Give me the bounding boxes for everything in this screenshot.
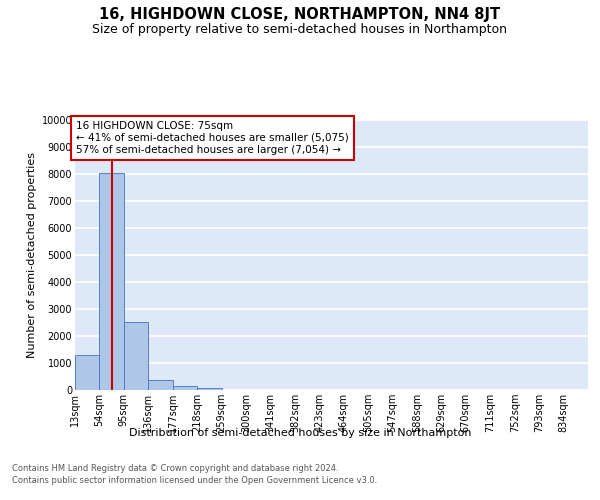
Bar — [197, 388, 221, 390]
Text: Distribution of semi-detached houses by size in Northampton: Distribution of semi-detached houses by … — [129, 428, 471, 438]
Text: 16, HIGHDOWN CLOSE, NORTHAMPTON, NN4 8JT: 16, HIGHDOWN CLOSE, NORTHAMPTON, NN4 8JT — [100, 8, 500, 22]
Bar — [100, 172, 124, 390]
Text: Contains public sector information licensed under the Open Government Licence v3: Contains public sector information licen… — [12, 476, 377, 485]
Bar — [124, 322, 148, 390]
Bar — [75, 355, 100, 390]
Text: Contains HM Land Registry data © Crown copyright and database right 2024.: Contains HM Land Registry data © Crown c… — [12, 464, 338, 473]
Text: 16 HIGHDOWN CLOSE: 75sqm
← 41% of semi-detached houses are smaller (5,075)
57% o: 16 HIGHDOWN CLOSE: 75sqm ← 41% of semi-d… — [76, 122, 349, 154]
Bar — [148, 380, 173, 390]
Text: Size of property relative to semi-detached houses in Northampton: Size of property relative to semi-detach… — [92, 22, 508, 36]
Y-axis label: Number of semi-detached properties: Number of semi-detached properties — [28, 152, 37, 358]
Bar — [173, 386, 197, 390]
